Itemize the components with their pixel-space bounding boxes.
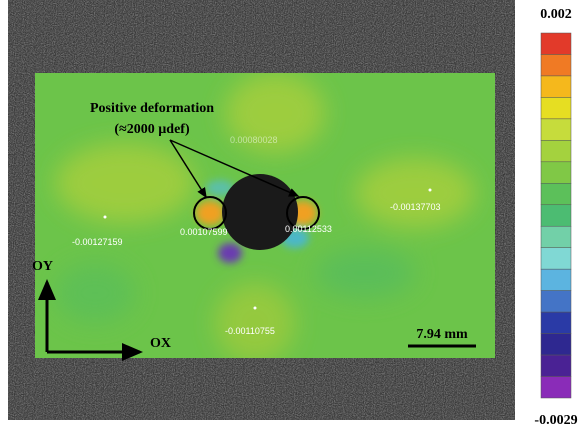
colorbar-segment	[541, 140, 571, 161]
axis-label: OY	[32, 259, 53, 274]
colorbar-segment	[541, 291, 571, 312]
colorbar-segment	[541, 269, 571, 290]
point-label: 0.00080028	[230, 135, 278, 145]
colorbar-segment	[541, 334, 571, 355]
point-label: -0.00110755	[225, 326, 275, 336]
colorbar-segment	[541, 183, 571, 204]
point-label: 0.00107599	[180, 227, 228, 237]
colorbar-segment	[541, 226, 571, 247]
annotation: (≈2000 µdef)	[114, 122, 190, 137]
colorbar-segment	[541, 76, 571, 97]
colorbar-segment	[541, 97, 571, 118]
point-label: -0.00137703	[390, 202, 441, 212]
colorbar-segment	[541, 54, 571, 75]
point-label: 0.00112533	[285, 224, 332, 234]
colorbar-max: 0.002	[540, 7, 572, 22]
axis-label: OX	[150, 336, 171, 351]
annotation: Positive deformation	[90, 101, 214, 116]
scale-label: 7.94 mm	[416, 327, 468, 342]
colorbar-segment	[541, 377, 571, 398]
colorbar-segment	[541, 119, 571, 140]
colorbar-segment	[541, 33, 571, 54]
point-label: -0.00127159	[72, 237, 123, 247]
colorbar-segment	[541, 205, 571, 226]
colorbar-segment	[541, 355, 571, 376]
figure: Positive deformation (≈2000 µdef) 0.0008…	[0, 0, 582, 431]
colorbar	[541, 33, 571, 398]
colorbar-segment	[541, 312, 571, 333]
colorbar-segment	[541, 162, 571, 183]
colorbar-min: -0.0029	[534, 413, 577, 428]
colorbar-segment	[541, 248, 571, 269]
